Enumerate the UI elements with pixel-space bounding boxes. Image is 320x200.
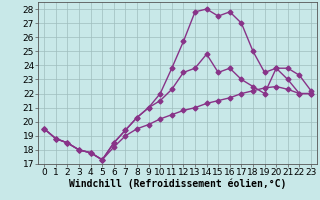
X-axis label: Windchill (Refroidissement éolien,°C): Windchill (Refroidissement éolien,°C) xyxy=(69,179,286,189)
